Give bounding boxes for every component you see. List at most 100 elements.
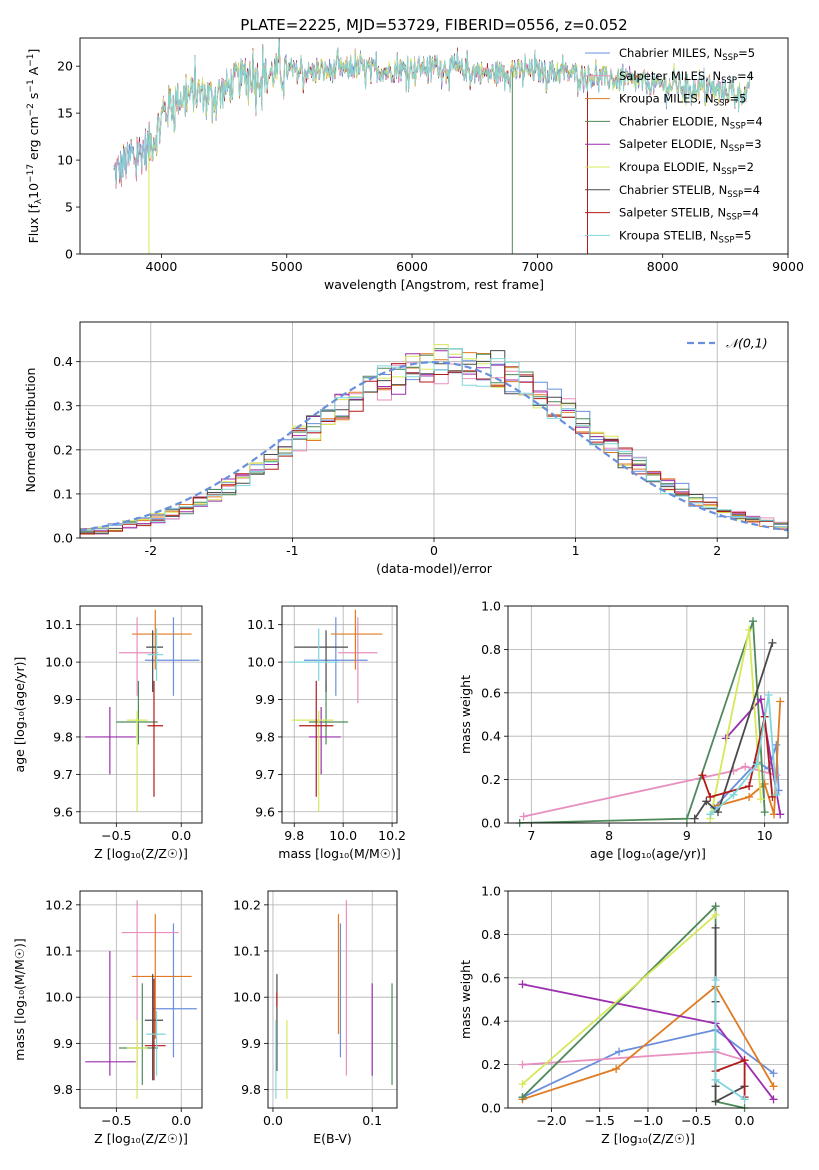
mw_vs_age-marker-chabrier_elodie [749, 617, 757, 626]
mw_vs_Z-ytick-label: 1.0 [481, 884, 501, 899]
age_vs_mass-ytick-label: 9.8 [255, 729, 275, 744]
mw_vs_Z-marker-salpeter_elodie [518, 980, 527, 989]
mw_vs_Z-marker-kroupa_miles [769, 1082, 778, 1091]
age_vs_mass-point-kroupa_miles [330, 609, 383, 670]
spectrum-xtick-label: 4000 [146, 259, 178, 274]
mass_vs_Z-point-kroupa_elodie [126, 1020, 148, 1099]
mass_vs_ebv-ytick-label: 9.9 [241, 1036, 261, 1051]
residuals-ytick-label: 0.3 [53, 398, 73, 413]
age_vs_mass-point-chabrier_miles [304, 617, 368, 696]
mw_vs_age-ytick-label: 1.0 [481, 599, 501, 614]
age_vs_mass-point-kroupa_elodie [291, 710, 334, 812]
age_vs_Z-xtick-label: −0.5 [101, 828, 131, 843]
age_vs_mass-xlabel: mass [log₁₀(M/M☉)] [278, 846, 400, 861]
mass_vs_Z-ylabel: mass [log₁₀(M/M☉)] [12, 938, 27, 1060]
mw_vs_Z-marker-kroupa_stelib [711, 975, 720, 984]
legend-label-salpeter_miles: Salpeter MILES, NSSP=4 [619, 69, 754, 86]
legend-label-kroupa_elodie: Kroupa ELODIE, NSSP=2 [619, 160, 754, 177]
mw_vs_Z-line-chabrier_miles [522, 1028, 775, 1099]
mw_vs_Z-ytick-label: 0.6 [481, 970, 501, 985]
mw_vs_age-marker-kroupa_miles [776, 697, 785, 706]
mw_vs_age-marker-kroupa_stelib [752, 760, 761, 769]
mass_vs_ebv-xtick-label: 0.1 [362, 1113, 382, 1128]
mw_vs_age-marker-chabrier_elodie [682, 814, 691, 823]
age_vs_mass-ytick-label: 9.6 [255, 804, 275, 819]
mw_vs_age-marker-salpeter_stelib [698, 771, 707, 780]
age_vs_mass-point-chabrier_elodie [308, 680, 349, 745]
spectrum-xlabel: wavelength [Angstrom, rest frame] [324, 277, 544, 292]
age_vs_mass-xtick-label: 10.2 [378, 828, 406, 843]
mw_vs_Z-xtick-label: −0.5 [681, 1113, 711, 1128]
mw_vs_age-marker-chabrier_elodie [760, 808, 769, 817]
mw_vs_age-ytick-label: 0.2 [481, 772, 501, 787]
mw_vs_age-ylabel: mass weight [458, 675, 473, 754]
spectrum-ylabel-part: −1 [26, 54, 36, 67]
mass_vs_Z-ytick-label: 10.1 [45, 944, 73, 959]
mass_vs_ebv-ytick-label: 10.0 [233, 990, 261, 1005]
legend-label-kroupa_stelib: Kroupa STELIB, NSSP=5 [619, 228, 751, 245]
spectrum-ytick-label: 5 [65, 200, 73, 215]
age_vs_mass-ytick-label: 9.9 [255, 692, 275, 707]
spectrum-ylabel: Flux [fλ10−17 erg cm−2 s−1 A−1] [26, 49, 44, 244]
spectrum-ytick-label: 10 [57, 153, 73, 168]
mw_vs_age-marker-kroupa_miles [760, 779, 769, 788]
mw_vs_Z-marker-chabrier_stelib [711, 923, 720, 932]
residuals-xtick-label: -1 [286, 543, 298, 558]
mw_vs_Z-marker-kroupa_stelib [711, 1045, 720, 1054]
mw_vs_age-marker-kroupa_stelib [706, 810, 715, 819]
mw_vs_age-axes: 7 8 9 10 0.0 0.2 0.4 0.6 0.8 1.0 [481, 599, 788, 843]
mw_vs_age-marker-chabrier_stelib [768, 638, 777, 647]
legend-label-salpeter_stelib: Salpeter STELIB, NSSP=4 [619, 206, 759, 223]
spectrum-ytick-label: 0 [65, 247, 73, 262]
mass_vs_Z-frame [79, 890, 203, 1109]
legend-label-chabrier_elodie: Chabrier ELODIE, NSSP=4 [619, 114, 763, 131]
residuals-ytick-label: 0.4 [53, 354, 73, 369]
residuals-xtick-label: 1 [572, 543, 580, 558]
mw_vs_Z-marker-chabrier_miles [615, 1047, 624, 1056]
legend-label-chabrier_stelib: Chabrier STELIB, NSSP=4 [619, 183, 760, 200]
age_vs_Z-xlabel: Z [log₁₀(Z/Z☉)] [94, 846, 188, 861]
mw_vs_Z-xtick-label: −1.5 [585, 1113, 615, 1128]
mass_vs_Z-point-salpeter_elodie [85, 951, 136, 1076]
spectrum-xtick-label: 7000 [521, 259, 553, 274]
spectrum-ylabel-part: −17 [26, 164, 36, 183]
spectrum-ylabel-part: 10 [26, 183, 41, 199]
mw_vs_Z-ylabel: mass weight [458, 960, 473, 1039]
age_vs_mass-point-salpeter_stelib [299, 680, 334, 797]
mw_vs_Z-marker-salpeter_miles [518, 1060, 527, 1069]
mw_vs_age-marker-salpeter_elodie [756, 695, 765, 704]
mw_vs_Z-xtick-label: −1.0 [633, 1113, 663, 1128]
age_vs_mass-point-salpeter_elodie [308, 707, 341, 775]
mw_vs_age-line-chabrier_stelib [693, 642, 774, 820]
age_vs_mass-point-chabrier_stelib [294, 630, 349, 693]
mass_vs_Z-ytick-label: 9.8 [53, 1082, 73, 1097]
normal-curve [80, 360, 788, 532]
legend-label-chabrier_miles: Chabrier MILES, NSSP=5 [619, 46, 755, 63]
spectrum-ylabel-part: erg cm [26, 116, 41, 164]
mw_vs_Z-marker-kroupa_stelib [711, 1075, 720, 1084]
spectrum-ylabel-part: A [26, 66, 41, 79]
mw_vs_Z-line-chabrier_stelib [714, 927, 746, 1103]
mw_vs_Z-marker-kroupa_miles [612, 1064, 621, 1073]
figure-title: PLATE=2225, MJD=53729, FIBERID=0556, z=0… [240, 16, 627, 34]
mass_vs_Z-ytick-label: 9.9 [53, 1036, 73, 1051]
mw_vs_Z-xtick-label: 0.0 [735, 1113, 755, 1128]
mw_vs_Z-line-kroupa_stelib [714, 980, 746, 1101]
mw_vs_Z-axes: −2.0 −1.5 −1.0 −0.5 0.0 0.0 0.2 0.4 0.6 0.8 1.0 [481, 884, 788, 1128]
spectrum-ylabel-part: Flux [f [26, 204, 41, 244]
mass_vs_ebv-ytick-label: 9.8 [241, 1082, 261, 1097]
age_vs_mass-ytick-label: 10.0 [247, 655, 275, 670]
mw_vs_age-marker-kroupa_miles [745, 792, 754, 801]
spectrum-xtick-label: 6000 [396, 259, 428, 274]
mw_vs_age-marker-kroupa_elodie [756, 795, 765, 804]
spectrum-ytick-label: 20 [57, 59, 73, 74]
mw_vs_age-ytick-label: 0.0 [481, 816, 501, 831]
mw_vs_Z-marker-kroupa_elodie [711, 910, 720, 919]
mw_vs_age-marker-salpeter_elodie [776, 810, 785, 819]
mw_vs_Z-marker-salpeter_stelib [740, 1056, 749, 1065]
mw_vs_age-marker-salpeter_miles [519, 812, 528, 821]
spectrum-ylabel-part: ] [26, 49, 41, 54]
mw_vs_age-xtick-label: 10 [757, 828, 773, 843]
spectrum-xtick-label: 5000 [271, 259, 303, 274]
mw_vs_Z-xlabel: Z [log₁₀(Z/Z☉)] [601, 1131, 695, 1146]
